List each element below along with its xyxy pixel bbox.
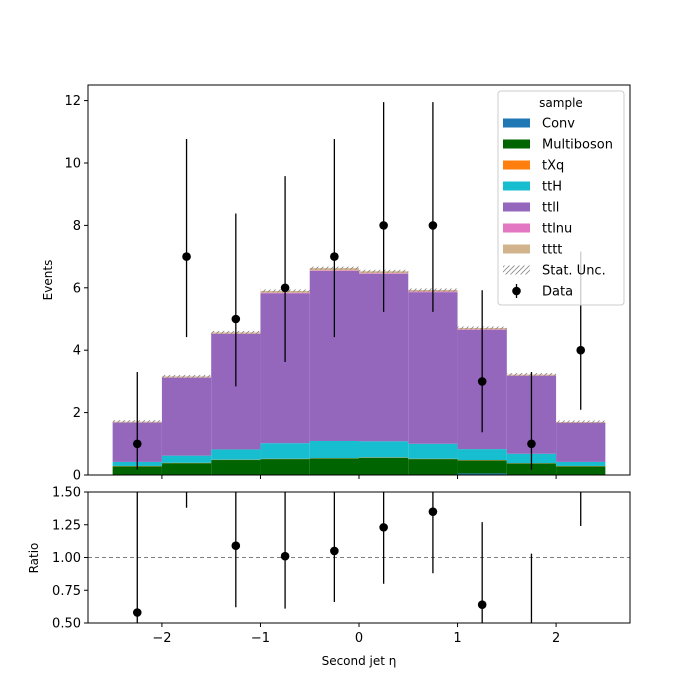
ratio-x-axis: −2 −1 0 1 2 <box>152 623 560 646</box>
bar-multiboson <box>408 459 458 475</box>
bar-tth <box>457 449 507 461</box>
ratio-point <box>231 541 241 551</box>
ratio-y-axis: 0.50 0.75 1.00 1.25 1.50 <box>52 486 88 632</box>
ratio-y-axis-label: Ratio <box>27 543 41 574</box>
main-y-axis: 0 2 4 6 8 10 12 <box>64 94 557 484</box>
main-panel: 0 2 4 6 8 10 12 Events sample Conv Multiboson tX… <box>41 84 631 484</box>
data-point <box>576 345 586 355</box>
data-points <box>132 102 586 470</box>
ratio-point <box>132 608 142 617</box>
ratio-panel: 0.50 0.75 1.00 1.25 1.50 −2 −1 0 1 2 Ratio Secon… <box>27 486 631 668</box>
bar-ttll <box>408 292 458 444</box>
ratio-y-tick-label: 1.50 <box>52 486 81 501</box>
legend-swatch <box>503 202 530 212</box>
bar-tth <box>556 461 606 466</box>
bar-ttll <box>161 377 212 456</box>
bar-tth <box>161 455 212 463</box>
legend-swatch <box>503 244 530 254</box>
legend-label: Data <box>542 285 573 300</box>
y-tick-label: 8 <box>73 219 81 234</box>
legend-swatch <box>503 223 530 233</box>
ratio-y-tick-label: 1.00 <box>52 551 81 566</box>
legend-label: tXq <box>542 159 564 174</box>
bar-ttll <box>556 422 606 462</box>
x-tick-label: −1 <box>251 631 270 646</box>
bar-multiboson <box>309 458 359 475</box>
ratio-plot-frame <box>87 491 631 624</box>
legend-swatch <box>503 181 530 191</box>
bar-multiboson <box>359 457 409 475</box>
bar-tth <box>309 440 359 459</box>
legend-label: Conv <box>542 117 575 132</box>
bar-multiboson <box>260 459 310 475</box>
data-point <box>527 439 536 449</box>
legend-label: ttlnu <box>542 222 572 237</box>
data-point <box>280 283 290 293</box>
x-tick-label: 1 <box>453 631 461 646</box>
y-tick-label: 4 <box>73 344 81 359</box>
bar-tth <box>359 441 409 458</box>
bar-tth <box>260 443 310 459</box>
ratio-y-tick-label: 0.75 <box>52 584 81 599</box>
ratio-point <box>477 600 487 609</box>
data-point <box>477 377 487 386</box>
x-tick-label: 2 <box>552 631 560 646</box>
bar-multiboson <box>211 460 261 475</box>
data-point <box>379 221 388 230</box>
y-tick-label: 10 <box>64 157 81 172</box>
legend-data-marker <box>512 286 521 296</box>
legend-label: ttll <box>542 201 559 216</box>
main-y-axis-label: Events <box>41 260 55 301</box>
stat-unc-hatch <box>161 374 212 378</box>
legend: sample Conv Multiboson tXq ttH ttll ttlnu tttt… <box>497 90 625 306</box>
legend-swatch <box>503 118 530 128</box>
stat-unc-hatch <box>556 420 606 424</box>
legend-swatch <box>503 160 530 170</box>
ratio-point <box>527 644 536 653</box>
x-axis-label: Second jet η <box>322 654 397 668</box>
bar-multiboson <box>556 466 606 475</box>
bar-multiboson <box>161 463 212 475</box>
legend-label: Stat. Unc. <box>542 264 606 279</box>
y-tick-label: 0 <box>73 469 81 484</box>
bar-tth <box>211 449 261 460</box>
legend-label: ttH <box>542 180 562 195</box>
ratio-y-tick-label: 0.50 <box>52 617 81 632</box>
ratio-point <box>280 551 290 561</box>
data-point <box>330 252 339 261</box>
legend-label: Multiboson <box>542 138 613 153</box>
legend-title: sample <box>539 96 583 110</box>
y-tick-label: 12 <box>64 94 81 109</box>
legend-swatch <box>503 139 530 149</box>
stacked-histogram <box>112 268 606 475</box>
bar-multiboson <box>457 460 507 474</box>
ratio-y-tick-label: 1.25 <box>52 518 81 533</box>
bar-multiboson <box>112 466 162 475</box>
ratio-point <box>379 523 388 532</box>
x-tick-label: 0 <box>355 631 363 646</box>
legend-swatch-stat-unc <box>503 265 530 275</box>
y-tick-label: 2 <box>73 406 81 421</box>
data-point <box>231 314 241 324</box>
data-point <box>182 252 191 261</box>
ratio-points <box>132 492 582 653</box>
bar-tth <box>408 443 458 459</box>
ratio-point <box>428 507 438 516</box>
bar-conv <box>457 473 507 475</box>
data-point <box>132 439 142 449</box>
x-tick-label: −2 <box>152 631 171 646</box>
ratio-point <box>330 546 339 556</box>
y-tick-label: 6 <box>73 281 81 296</box>
legend-label: tttt <box>542 243 562 258</box>
data-point <box>428 221 438 230</box>
